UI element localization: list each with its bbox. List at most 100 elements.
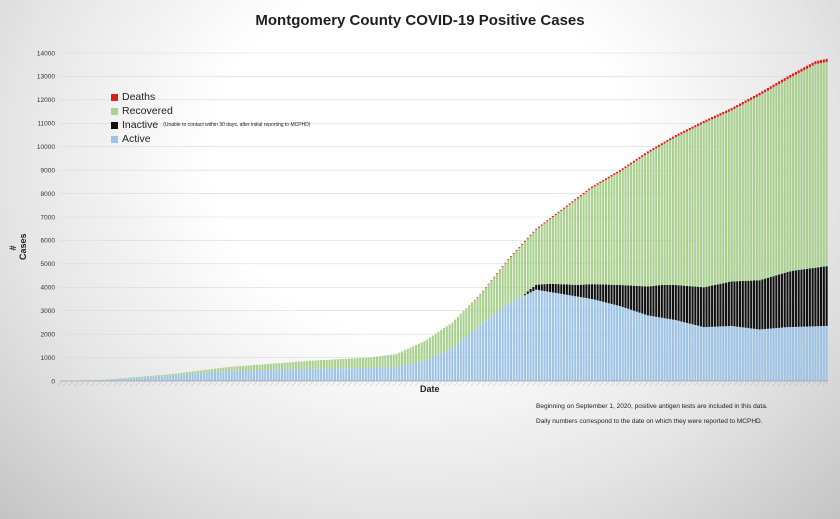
bar-recovered-196 — [607, 178, 610, 285]
x-tick-36 — [157, 381, 163, 387]
x-tick-14 — [96, 381, 101, 387]
bar-deaths-255 — [772, 84, 775, 88]
bar-recovered-191 — [593, 186, 596, 285]
bar-deaths-214 — [657, 144, 661, 147]
bar-active-54 — [211, 372, 214, 381]
x-tick-264 — [794, 381, 799, 387]
x-tick-202 — [621, 381, 626, 387]
x-tick-180 — [559, 381, 565, 387]
bar-inactive-231 — [705, 286, 708, 327]
bar-inactive-196 — [607, 284, 610, 304]
bar-inactive-260 — [786, 272, 789, 328]
note-antigen: Beginning on September 1, 2020, positive… — [536, 403, 768, 410]
bar-recovered-219 — [671, 138, 675, 285]
bar-deaths-165 — [521, 243, 524, 245]
bar-recovered-238 — [725, 112, 728, 283]
bar-active-188 — [585, 298, 588, 381]
bar-active-236 — [719, 326, 722, 381]
bar-deaths-224 — [685, 129, 689, 132]
bar-active-174 — [546, 291, 549, 381]
bar-active-199 — [616, 305, 619, 381]
bar-recovered-84 — [294, 361, 298, 370]
bar-recovered-138 — [445, 326, 448, 351]
bar-active-176 — [551, 292, 554, 381]
x-tick-204 — [626, 381, 632, 387]
bar-recovered-167 — [526, 238, 529, 292]
x-tick-234 — [710, 381, 716, 387]
bar-active-220 — [674, 320, 677, 381]
bar-active-53 — [208, 372, 211, 381]
bar-active-158 — [501, 307, 504, 381]
bar-deaths-222 — [680, 132, 683, 135]
bar-inactive-271 — [817, 267, 820, 327]
bar-active-258 — [780, 327, 783, 381]
bar-recovered-245 — [744, 102, 747, 281]
bar-inactive-245 — [744, 280, 747, 328]
x-tick-254 — [766, 381, 771, 387]
bar-inactive-254 — [769, 276, 772, 329]
bar-deaths-246 — [747, 98, 750, 102]
x-tick-208 — [638, 381, 643, 387]
bar-active-74 — [267, 369, 270, 381]
bar-deaths-213 — [655, 146, 658, 149]
bar-deaths-248 — [752, 95, 756, 99]
bar-recovered-69 — [253, 365, 256, 371]
bar-recovered-116 — [384, 355, 387, 368]
bar-recovered-177 — [554, 215, 557, 285]
bar-active-106 — [356, 368, 359, 381]
bar-recovered-233 — [711, 119, 714, 286]
bar-deaths-187 — [582, 192, 585, 195]
bar-inactive-238 — [725, 282, 728, 327]
bar-deaths-223 — [683, 130, 686, 133]
bar-active-39 — [169, 375, 172, 381]
bar-active-78 — [278, 369, 281, 381]
bar-deaths-269 — [811, 62, 814, 66]
bar-recovered-237 — [722, 114, 725, 284]
bar-active-134 — [434, 355, 437, 381]
x-tick-40 — [168, 381, 174, 387]
bar-inactive-218 — [669, 284, 672, 320]
bar-deaths-226 — [691, 126, 694, 129]
bar-deaths-162 — [512, 253, 515, 254]
bar-active-178 — [557, 293, 560, 381]
bar-active-81 — [286, 369, 289, 381]
bar-recovered-53 — [208, 369, 211, 373]
bar-recovered-248 — [752, 98, 756, 281]
bar-active-67 — [247, 370, 250, 381]
bar-recovered-221 — [677, 135, 680, 286]
bar-recovered-194 — [602, 181, 605, 285]
bar-active-116 — [384, 367, 387, 381]
bar-deaths-264 — [797, 70, 800, 74]
bar-recovered-192 — [596, 184, 599, 285]
bar-inactive-178 — [557, 284, 560, 294]
bar-active-272 — [819, 326, 823, 381]
bar-recovered-228 — [697, 125, 700, 287]
bar-recovered-65 — [241, 365, 244, 371]
bar-recovered-136 — [440, 329, 443, 354]
x-tick-18 — [107, 381, 112, 387]
bar-active-138 — [445, 350, 448, 381]
x-tick-68 — [247, 381, 252, 387]
bar-deaths-236 — [719, 113, 722, 116]
y-tick-label-0: 0 — [51, 378, 55, 385]
bar-recovered-232 — [708, 120, 711, 287]
bar-recovered-137 — [442, 328, 446, 353]
bar-inactive-191 — [593, 284, 596, 300]
bar-deaths-239 — [727, 109, 730, 112]
bar-inactive-171 — [537, 284, 540, 291]
bar-recovered-103 — [348, 358, 351, 369]
bar-recovered-124 — [406, 348, 409, 365]
x-tick-162 — [509, 381, 514, 387]
bar-inactive-253 — [766, 277, 769, 329]
bar-recovered-169 — [532, 232, 535, 287]
bar-recovered-259 — [783, 80, 786, 273]
x-tick-12 — [90, 381, 96, 387]
bar-active-261 — [789, 327, 792, 381]
x-tick-8 — [79, 381, 84, 387]
x-tick-106 — [353, 381, 358, 387]
bar-active-244 — [741, 327, 744, 381]
bar-recovered-120 — [395, 354, 398, 367]
bar-recovered-22 — [121, 378, 124, 379]
bar-active-80 — [283, 369, 286, 381]
